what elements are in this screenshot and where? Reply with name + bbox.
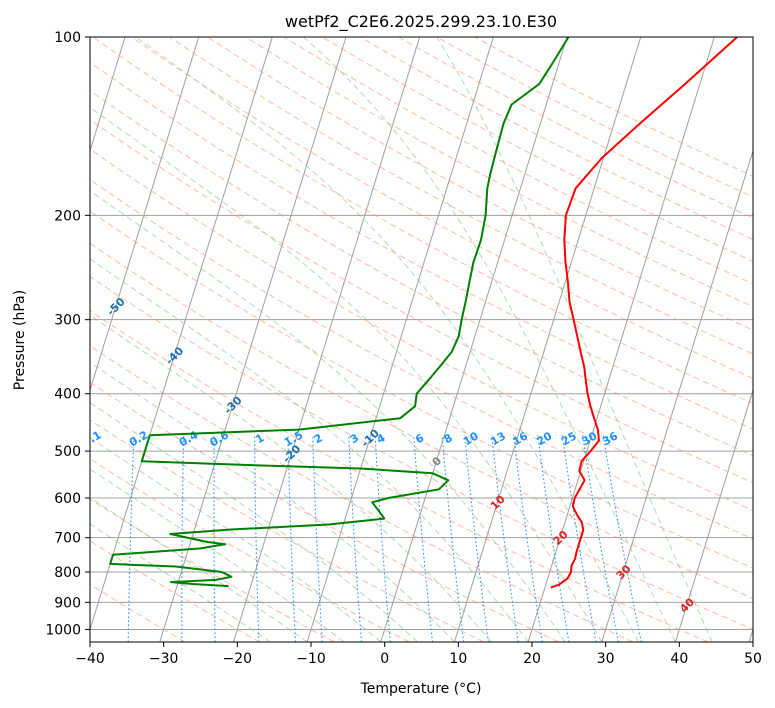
isotherm-line bbox=[453, 37, 642, 642]
y-tick-label: 200 bbox=[54, 208, 81, 224]
moist-adiabat-line bbox=[90, 402, 418, 642]
mixing-ratio-line bbox=[513, 435, 543, 642]
mixing-ratio-line bbox=[491, 435, 519, 642]
isotherm-line bbox=[159, 37, 347, 642]
x-axis-ticks: −40 −30 −20 −10 0 10 20 30 40 50 bbox=[75, 642, 762, 667]
plot-frame bbox=[89, 36, 754, 643]
moist-adiabat-line bbox=[135, 37, 640, 642]
x-axis-label: Temperature (°C) bbox=[360, 681, 482, 697]
isotherm-line bbox=[232, 37, 421, 642]
moist-adiabat-line bbox=[436, 37, 713, 642]
moist-adiabat-line bbox=[90, 314, 492, 642]
dry-adiabat-line bbox=[90, 458, 410, 642]
dry-adiabat-line bbox=[90, 179, 753, 540]
dry-adiabat-line bbox=[90, 419, 484, 642]
x-tick-label: 50 bbox=[744, 651, 762, 667]
y-tick-label: 1000 bbox=[45, 622, 81, 638]
mixing-ratio-line bbox=[348, 435, 362, 642]
mixing-ratio-line bbox=[127, 435, 135, 642]
mixing-ratio-line bbox=[254, 435, 260, 642]
y-tick-label: 500 bbox=[54, 444, 81, 460]
y-axis-label: Pressure (hPa) bbox=[12, 290, 28, 390]
moist-adiabat-lines bbox=[90, 37, 713, 642]
isotherm-line bbox=[674, 388, 753, 642]
dry-adiabat-line bbox=[90, 310, 709, 642]
moist-adiabat-line bbox=[90, 258, 529, 642]
y-tick-label: 700 bbox=[54, 531, 81, 547]
moist-adiabat-line bbox=[90, 496, 308, 642]
y-tick-label: 600 bbox=[54, 491, 81, 507]
dry-adiabat-line bbox=[90, 540, 260, 642]
dry-adiabat-line bbox=[90, 583, 186, 642]
moist-adiabat-line bbox=[90, 106, 603, 642]
x-tick-label: −10 bbox=[296, 651, 326, 667]
mixing-ratio-line bbox=[537, 435, 570, 642]
dry-adiabat-line bbox=[169, 37, 753, 355]
isotherm-line bbox=[90, 37, 200, 392]
isotherm-line bbox=[90, 37, 273, 632]
dry-adiabat-line bbox=[90, 61, 753, 430]
y-tick-label: 900 bbox=[54, 595, 81, 611]
mixing-ratio-line bbox=[413, 435, 434, 642]
isotherm-line bbox=[380, 37, 568, 642]
x-tick-label: 10 bbox=[449, 651, 467, 667]
x-tick-label: 40 bbox=[670, 651, 688, 667]
mixing-ratio-line bbox=[181, 435, 185, 642]
x-tick-label: −40 bbox=[75, 651, 105, 667]
isobar-gridlines bbox=[90, 37, 753, 630]
x-tick-label: −30 bbox=[149, 651, 179, 667]
isotherm-line bbox=[90, 37, 126, 153]
x-tick-label: 30 bbox=[597, 651, 615, 667]
x-tick-label: 20 bbox=[523, 651, 541, 667]
dry-adiabat-line bbox=[90, 276, 753, 630]
chart-title: wetPf2_C2E6.2025.299.23.10.E30 bbox=[285, 12, 557, 32]
plot-area: 0.10.20.40.611.52346810131620253036-100-… bbox=[90, 37, 753, 642]
dewpoint-profile-line bbox=[109, 37, 570, 588]
y-tick-label: 300 bbox=[54, 313, 81, 329]
mixing-ratio-line bbox=[287, 435, 296, 642]
mixing-ratio-line bbox=[312, 435, 323, 642]
mixing-ratio-line bbox=[374, 435, 391, 642]
y-tick-label: 800 bbox=[54, 565, 81, 581]
isotherm-line bbox=[527, 37, 715, 642]
dry-adiabat-line bbox=[92, 37, 753, 405]
sounding-profiles bbox=[109, 37, 738, 589]
y-tick-label: 100 bbox=[54, 30, 81, 46]
dry-adiabat-line bbox=[90, 148, 753, 511]
moist-adiabat-line bbox=[303, 37, 676, 642]
moist-adiabat-line bbox=[90, 190, 566, 642]
isotherm-line bbox=[601, 149, 753, 642]
mixing-ratio-line bbox=[464, 435, 489, 642]
temperature-profile-line bbox=[550, 37, 738, 589]
dry-adiabat-line bbox=[207, 37, 753, 331]
moist-adiabat-line bbox=[90, 468, 345, 642]
y-tick-label: 400 bbox=[54, 387, 81, 403]
dry-adiabat-lines bbox=[90, 37, 753, 642]
dry-adiabat-line bbox=[283, 37, 753, 285]
y-axis-ticks: 100 200 300 400 500 600 700 800 900 1000 bbox=[45, 30, 90, 638]
mixing-ratio-line bbox=[213, 435, 216, 642]
mixing-ratio-line bbox=[582, 435, 620, 642]
dry-adiabat-line bbox=[90, 210, 753, 569]
mixing-ratio-lines bbox=[127, 435, 642, 642]
x-tick-label: −20 bbox=[223, 651, 253, 667]
mixing-ratio-line bbox=[602, 435, 642, 642]
x-tick-label: 0 bbox=[380, 651, 389, 667]
mixing-ratio-line bbox=[441, 435, 465, 642]
mixing-ratio-line bbox=[561, 435, 597, 642]
